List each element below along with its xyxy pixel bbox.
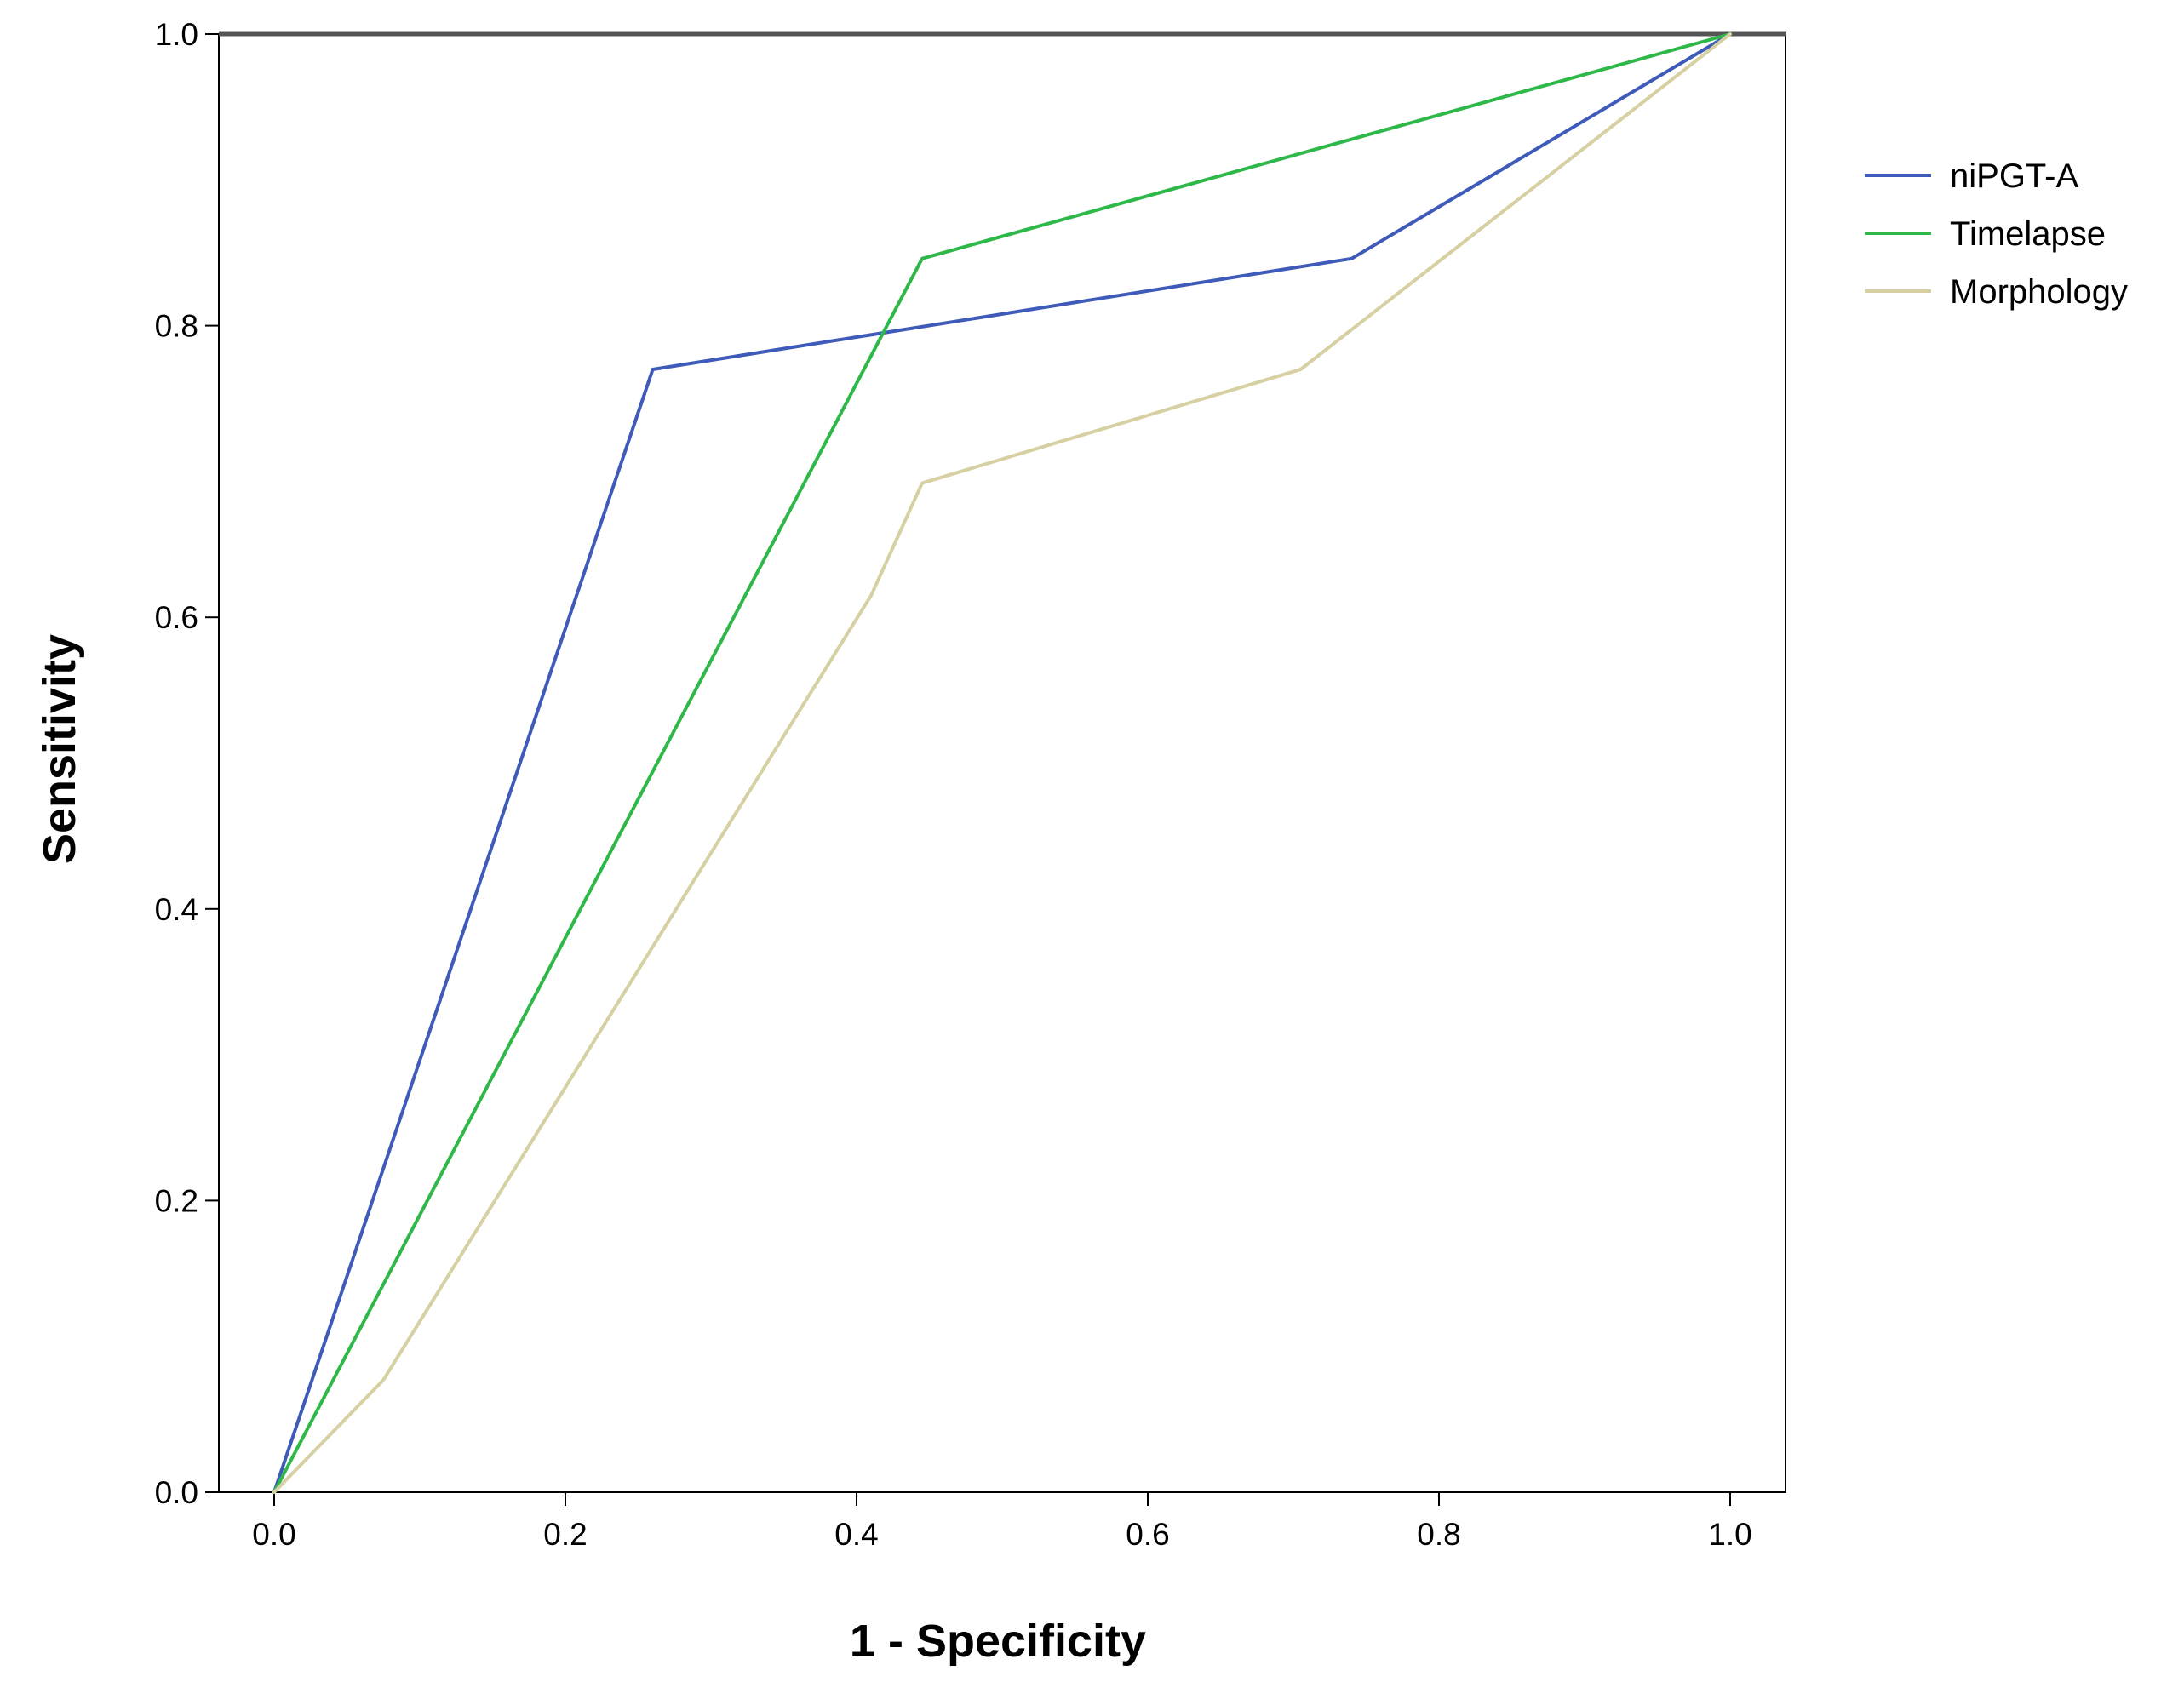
y-tick-label: 0.4	[155, 892, 198, 927]
axis-ticks: 0.0 0.2 0.4 0.6 0.8 1.0 0.0 0.2 0.4 0.6 0.8 1.0	[155, 17, 1752, 1552]
series-line-morphology	[272, 32, 1732, 1494]
legend-label-morphology: Morphology	[1950, 273, 2128, 311]
x-tick-label: 0.6	[1126, 1517, 1169, 1552]
y-axis-title: Sensitivity	[34, 634, 85, 864]
series-lines	[272, 32, 1732, 1494]
series-line-nipgt-a	[272, 32, 1732, 1494]
legend-label-timelapse: Timelapse	[1950, 215, 2106, 253]
x-tick-label: 0.2	[543, 1517, 587, 1552]
legend-label-nipgt-a: niPGT-A	[1950, 157, 2078, 195]
series-line-timelapse	[272, 32, 1732, 1494]
y-tick-label: 0.8	[155, 309, 198, 344]
y-tick-label: 1.0	[155, 17, 198, 52]
y-tick-label: 0.2	[155, 1183, 198, 1218]
y-tick-label: 0.6	[155, 600, 198, 635]
plot-frame	[218, 31, 1786, 1493]
x-tick-label: 0.0	[252, 1517, 295, 1552]
y-tick-label: 0.0	[155, 1475, 198, 1510]
x-tick-label: 1.0	[1708, 1517, 1751, 1552]
legend: niPGT-A Timelapse Morphology	[1865, 157, 2128, 311]
x-axis-title: 1 - Specificity	[850, 1616, 1146, 1667]
x-tick-label: 0.8	[1417, 1517, 1460, 1552]
x-tick-label: 0.4	[834, 1517, 878, 1552]
